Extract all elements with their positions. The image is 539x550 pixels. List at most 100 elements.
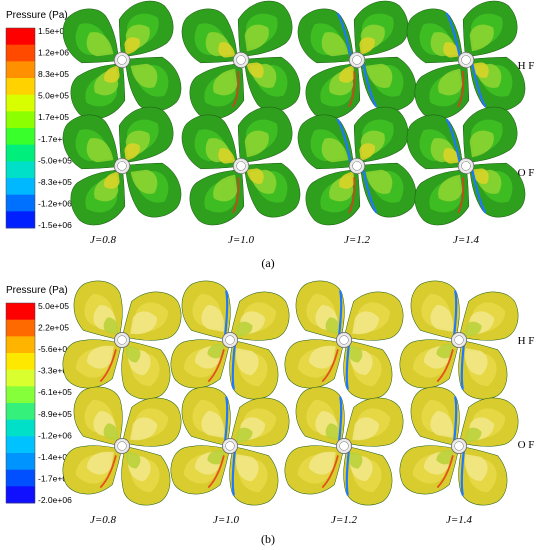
legend-label: -1.7e+05 bbox=[38, 134, 72, 144]
blade-contour bbox=[130, 63, 158, 88]
blade-contour bbox=[464, 348, 488, 376]
blade-contour bbox=[359, 143, 375, 161]
caption-b: (b) bbox=[261, 532, 275, 546]
j-label: J=0.8 bbox=[90, 514, 117, 526]
legend-a: Pressure (Pa) 1.5e+06 1.2e+06 8.3e+05 5.0e+… bbox=[5, 10, 72, 230]
propeller-blade bbox=[295, 280, 345, 340]
legend-title: Pressure (Pa) bbox=[6, 285, 68, 296]
high-pressure-region bbox=[457, 176, 465, 214]
leading-edge-low-pressure bbox=[336, 118, 353, 166]
blade-contour bbox=[352, 417, 380, 441]
j-label: J=1.2 bbox=[344, 234, 371, 246]
propeller-blade bbox=[121, 446, 171, 506]
propeller-blade bbox=[118, 0, 174, 57]
propeller-blade bbox=[125, 56, 182, 112]
blade-contour bbox=[201, 304, 225, 332]
propeller-blade bbox=[399, 445, 459, 495]
leading-edge-low-pressure bbox=[336, 12, 353, 60]
blade-contour bbox=[207, 449, 225, 465]
legend-swatch bbox=[6, 319, 35, 337]
leading-edge-low-pressure bbox=[345, 342, 351, 390]
leading-edge-low-pressure bbox=[452, 396, 458, 444]
propeller-blade bbox=[62, 339, 122, 389]
propeller-blade bbox=[410, 280, 460, 340]
hub-bore bbox=[225, 335, 235, 345]
leading-edge-low-pressure bbox=[361, 166, 378, 214]
blade-contour bbox=[325, 423, 341, 441]
legend-label: -3.3e+05 bbox=[38, 366, 72, 376]
blade-contour bbox=[469, 130, 494, 158]
propeller-blade bbox=[229, 446, 279, 506]
leading-edge-low-pressure bbox=[460, 342, 466, 390]
legend-swatch bbox=[6, 61, 35, 79]
leading-edge-low-pressure bbox=[445, 12, 462, 60]
blade-contour bbox=[469, 24, 494, 52]
propeller-blade bbox=[469, 162, 526, 218]
blade-contour bbox=[464, 427, 482, 443]
legend-frame bbox=[5, 302, 36, 504]
legend-label: 8.3e+05 bbox=[38, 69, 69, 79]
blade-contour bbox=[201, 410, 225, 438]
leading-edge-low-pressure bbox=[223, 396, 229, 444]
legend-title: Pressure (Pa) bbox=[6, 10, 68, 21]
blade-contour bbox=[352, 311, 380, 335]
propeller-blade bbox=[414, 169, 470, 226]
propeller-blade bbox=[462, 0, 518, 57]
legend-label: 1.2e+06 bbox=[38, 48, 69, 58]
hub-bore bbox=[117, 441, 127, 451]
high-pressure-region bbox=[232, 176, 240, 214]
propeller bbox=[62, 106, 182, 226]
high-pressure-region bbox=[348, 176, 356, 214]
legend-swatch bbox=[6, 144, 35, 162]
propeller-blade bbox=[305, 169, 361, 226]
propeller-blade bbox=[343, 446, 393, 506]
j-labels-b: J=0.8 J=1.0 J=1.2 J=1.4 bbox=[90, 514, 473, 526]
blade-contour bbox=[438, 68, 463, 96]
legend-swatch bbox=[6, 111, 35, 129]
propeller-blade bbox=[462, 106, 518, 163]
legend-swatch bbox=[6, 486, 35, 504]
propeller bbox=[406, 0, 526, 120]
blade-contour bbox=[365, 169, 393, 194]
j-label: J=0.8 bbox=[90, 234, 117, 246]
blade-contour bbox=[86, 451, 114, 475]
legend-label: -1.2e+06 bbox=[38, 198, 72, 208]
blade-contour bbox=[124, 37, 140, 55]
propeller-blade bbox=[344, 397, 404, 447]
propeller-blade bbox=[125, 162, 182, 218]
propeller-blade bbox=[70, 63, 126, 120]
propeller-blade bbox=[458, 340, 508, 400]
propeller-blade bbox=[181, 386, 231, 446]
leading-edge-low-pressure bbox=[452, 290, 458, 338]
leading-edge-low-pressure bbox=[231, 448, 237, 496]
j-label: J=1.2 bbox=[331, 514, 358, 526]
j-label: J=1.0 bbox=[213, 514, 240, 526]
legend-label: 1.5e+06 bbox=[38, 26, 69, 36]
blade-contour bbox=[443, 42, 461, 58]
blade-contour bbox=[244, 130, 269, 158]
propeller-blade bbox=[458, 446, 508, 506]
legend-swatch bbox=[6, 369, 35, 387]
blade-contour bbox=[86, 345, 114, 369]
j-label: J=1.4 bbox=[453, 234, 480, 246]
blade-contour bbox=[443, 148, 461, 164]
blade-contour bbox=[471, 168, 489, 184]
blade-contour bbox=[246, 168, 264, 184]
blade-contour bbox=[104, 171, 120, 189]
leading-edge-low-pressure bbox=[337, 290, 343, 338]
blade-contour bbox=[436, 449, 454, 465]
legend-label: -2.0e+06 bbox=[38, 495, 72, 505]
hub-bore bbox=[117, 161, 127, 171]
propeller-blade bbox=[62, 8, 119, 64]
leading-edge-low-pressure bbox=[470, 60, 487, 108]
propeller-blade bbox=[399, 339, 459, 389]
panel-b: Pressure (Pa) 5.0e+05 2.2e+05 -5.6e+04 -3.3… bbox=[5, 280, 535, 546]
row-label-hf: H F bbox=[518, 335, 535, 347]
blade-contour bbox=[235, 321, 253, 337]
legend-swatch bbox=[6, 336, 35, 354]
blade-contour bbox=[86, 138, 114, 163]
legend-label: -5.0e+05 bbox=[38, 155, 72, 165]
propeller-blade bbox=[62, 114, 119, 170]
legend-swatch bbox=[6, 419, 35, 437]
